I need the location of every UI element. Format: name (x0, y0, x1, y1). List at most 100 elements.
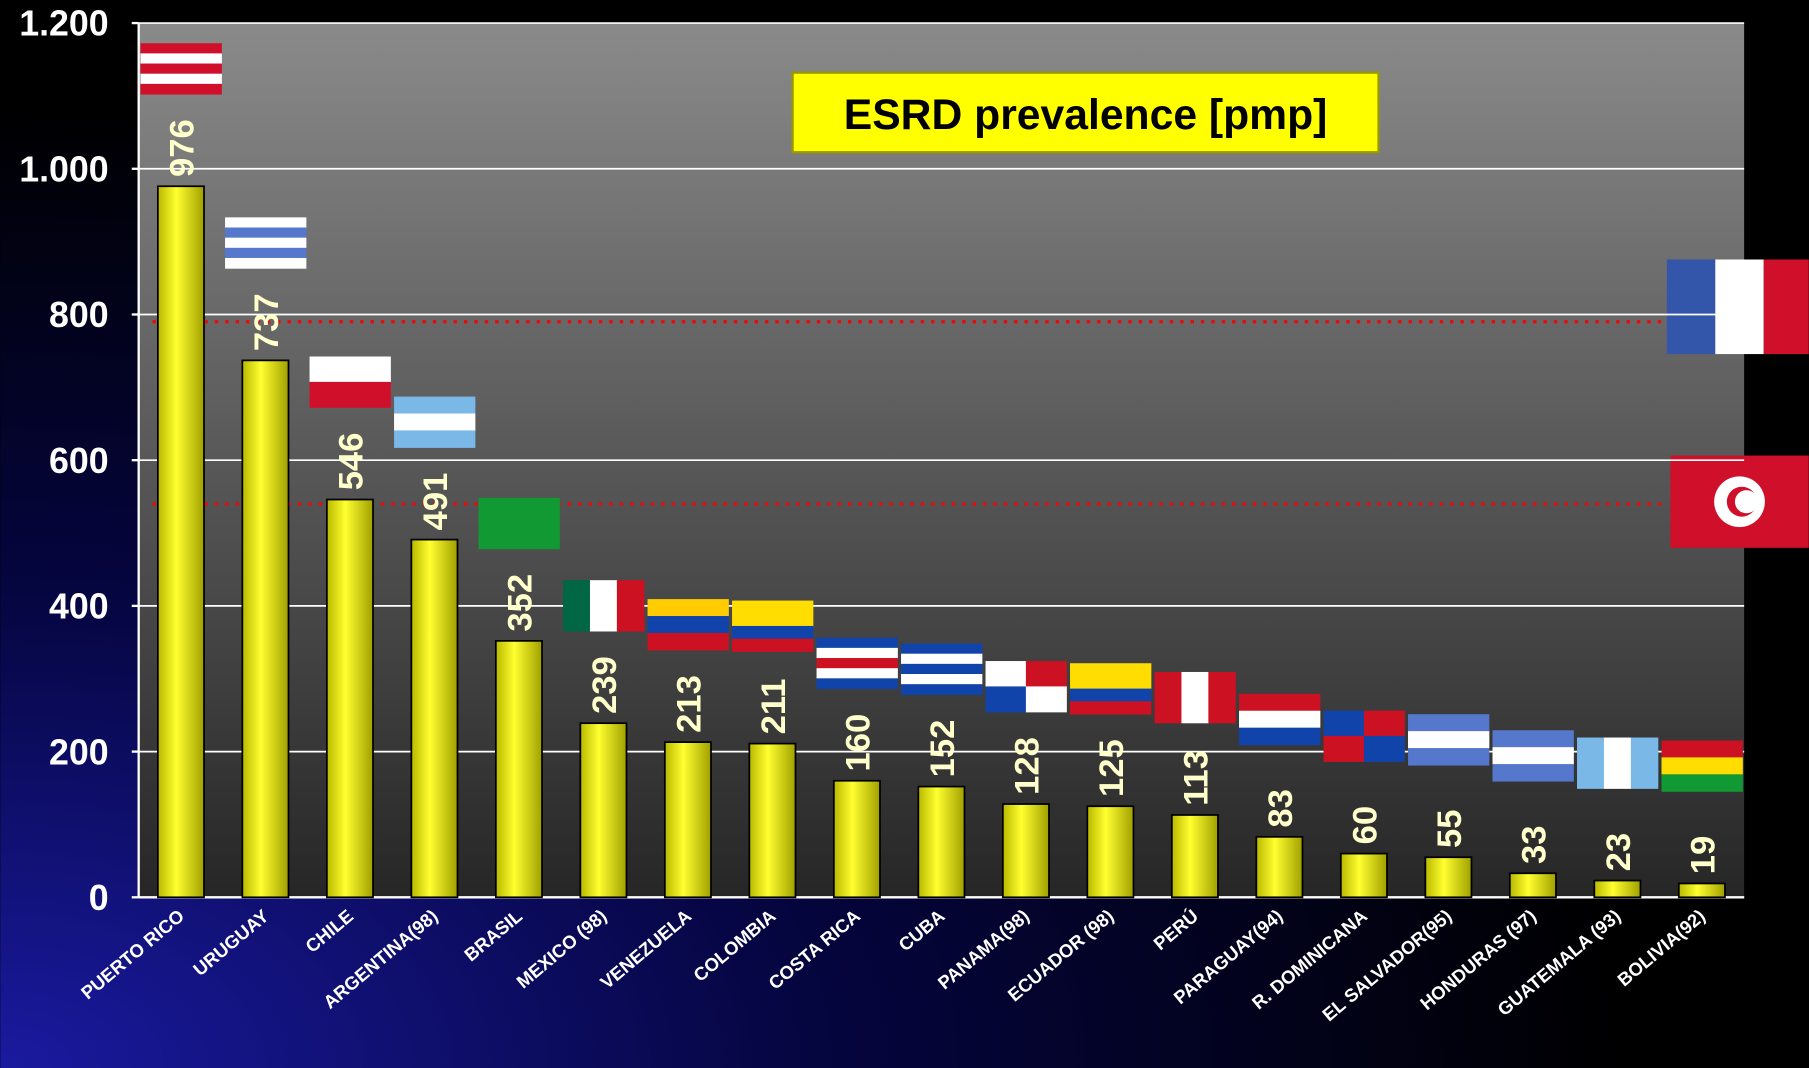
flag-stripe (901, 644, 982, 655)
y-tick-label: 200 (49, 732, 109, 772)
flag-stripe (1324, 736, 1365, 762)
value-label: 113 (1178, 750, 1216, 806)
bar (1003, 804, 1049, 897)
flag-stripe (1208, 672, 1235, 723)
flag-stripe (1070, 701, 1151, 714)
value-label: 83 (1262, 789, 1300, 827)
value-label: 152 (924, 720, 962, 778)
chart-title: ESRD prevalence [pmp] (844, 91, 1328, 139)
bar (749, 744, 795, 898)
flag-stripe (1364, 711, 1405, 737)
flag (732, 601, 813, 652)
flag-stripe (1604, 738, 1631, 789)
bar (834, 781, 880, 898)
flag-stripe (394, 413, 475, 430)
flag-stripe (310, 357, 391, 383)
flag-stripe (817, 638, 898, 649)
value-label: 213 (671, 675, 709, 733)
flag-stripe (225, 258, 306, 269)
flag-stripe (817, 668, 898, 679)
value-label: 23 (1600, 833, 1638, 871)
flag-stripe (817, 678, 898, 689)
flag-stripe (986, 686, 1027, 712)
flag-stripe (617, 580, 644, 631)
flag-stripe (1493, 747, 1574, 764)
y-tick-label: 800 (49, 295, 109, 335)
flag-stripe (225, 228, 306, 239)
flag (648, 599, 729, 650)
flag-stripe (141, 64, 222, 75)
y-tick-label: 1.200 (19, 4, 108, 44)
flag-stripe (141, 84, 222, 95)
flag (141, 43, 222, 94)
value-label: 19 (1685, 836, 1723, 874)
flag (1493, 730, 1574, 781)
value-label: 125 (1093, 739, 1131, 797)
flag-stripe (648, 616, 729, 633)
flag-stripe (648, 633, 729, 650)
value-label: 60 (1347, 806, 1385, 844)
flag-stripe (986, 661, 1027, 687)
bar (918, 787, 964, 898)
bar (1425, 857, 1471, 897)
flag-stripe (1026, 686, 1067, 712)
bar (1679, 883, 1725, 897)
flag (986, 661, 1067, 712)
flag-stripe (732, 626, 813, 639)
flag-stripe (901, 674, 982, 685)
chart: ESRD prevalence [pmp] 02004006008001.000… (0, 0, 1809, 1068)
flag-stripe (225, 217, 306, 228)
flag-stripe (1181, 672, 1208, 723)
flag-stripe (1631, 738, 1658, 789)
flag-stripe (1408, 748, 1489, 765)
flag (1577, 738, 1658, 789)
flag (225, 217, 306, 268)
flag-stripe (1493, 730, 1574, 747)
y-tick-label: 0 (89, 878, 109, 918)
flag-stripe (394, 397, 475, 414)
bar (1341, 854, 1387, 898)
flag (1155, 672, 1236, 723)
flag-stripe (141, 74, 222, 85)
flag (1070, 663, 1151, 714)
flag-stripe (901, 654, 982, 665)
bar (1256, 837, 1302, 897)
flag-stripe (732, 601, 813, 614)
bar (158, 186, 204, 897)
flag-stripe (1070, 689, 1151, 702)
flag-stripe (1324, 711, 1365, 737)
flag-stripe (141, 43, 222, 54)
bar (1510, 873, 1556, 897)
flag-stripe (563, 580, 590, 631)
flag-stripe (225, 248, 306, 259)
value-label: 737 (248, 293, 286, 351)
flag-stripe (1364, 736, 1405, 762)
flag (901, 644, 982, 695)
flag (1662, 740, 1743, 791)
flag-stripe (1662, 757, 1743, 774)
flag (563, 580, 644, 631)
bar (496, 641, 542, 897)
flag (1324, 711, 1405, 762)
bar (411, 540, 457, 898)
flag-stripe (1070, 676, 1151, 689)
bar (1172, 815, 1218, 897)
flag-stripe (732, 613, 813, 626)
bar (1087, 806, 1133, 897)
france-flag (1667, 260, 1809, 355)
flag-stripe (1239, 711, 1320, 728)
y-tick-label: 1.000 (19, 149, 108, 189)
bar (665, 742, 711, 897)
flag-stripe (141, 53, 222, 64)
flag-stripe (732, 639, 813, 652)
bar (580, 723, 626, 897)
bar (1594, 881, 1640, 898)
value-label: 491 (417, 473, 455, 531)
flag-stripe (1662, 774, 1743, 791)
flag-stripe (648, 599, 729, 616)
flag-stripe (310, 382, 391, 408)
flag (310, 357, 391, 408)
value-label: 976 (164, 119, 202, 177)
value-label: 160 (840, 714, 878, 772)
value-label: 55 (1431, 810, 1469, 848)
